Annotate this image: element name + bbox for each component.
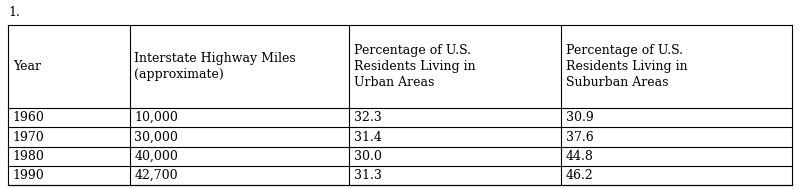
Text: 31.4: 31.4 [354, 131, 382, 143]
Text: 30,000: 30,000 [134, 131, 178, 143]
Text: 1980: 1980 [13, 150, 45, 163]
Text: 30.0: 30.0 [354, 150, 382, 163]
Text: 31.3: 31.3 [354, 169, 382, 182]
Text: 1970: 1970 [13, 131, 45, 143]
Text: 30.9: 30.9 [566, 111, 594, 124]
Text: 44.8: 44.8 [566, 150, 594, 163]
Text: Percentage of U.S.
Residents Living in
Suburban Areas: Percentage of U.S. Residents Living in S… [566, 44, 687, 89]
Text: 42,700: 42,700 [134, 169, 178, 182]
Text: Percentage of U.S.
Residents Living in
Urban Areas: Percentage of U.S. Residents Living in U… [354, 44, 475, 89]
Text: Interstate Highway Miles
(approximate): Interstate Highway Miles (approximate) [134, 52, 296, 81]
Text: 46.2: 46.2 [566, 169, 594, 182]
Text: 10,000: 10,000 [134, 111, 178, 124]
Text: 1.: 1. [8, 6, 20, 19]
Text: 37.6: 37.6 [566, 131, 594, 143]
Text: 32.3: 32.3 [354, 111, 382, 124]
Text: 40,000: 40,000 [134, 150, 178, 163]
Text: Year: Year [13, 60, 41, 73]
Text: 1990: 1990 [13, 169, 45, 182]
Text: 1960: 1960 [13, 111, 45, 124]
